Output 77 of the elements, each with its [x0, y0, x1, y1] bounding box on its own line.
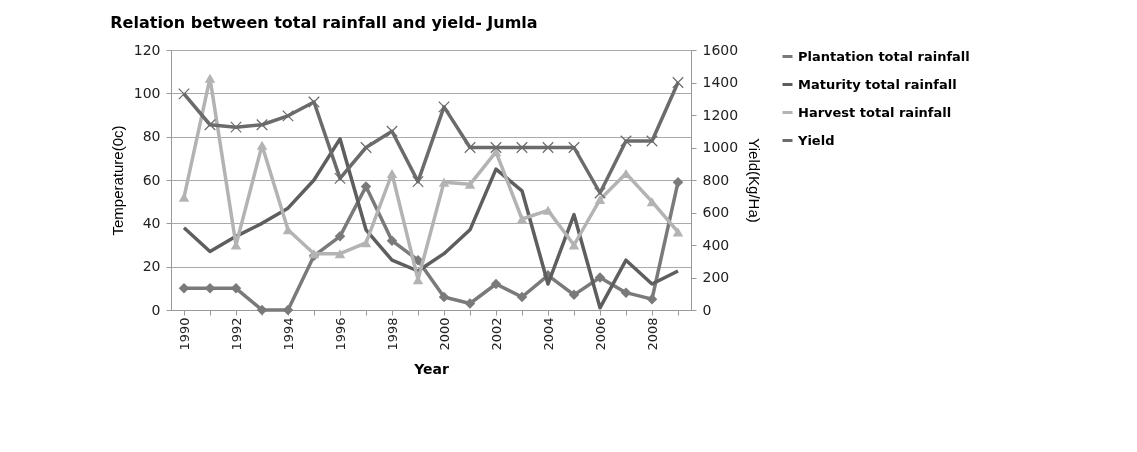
legend-label: Yield: [797, 132, 835, 148]
point: [646, 293, 658, 305]
point: [620, 287, 632, 298]
y-tick-label: 100: [133, 84, 161, 101]
point: [516, 291, 528, 303]
x-tick-label: 1994: [280, 317, 296, 351]
point: [178, 88, 190, 100]
point: [334, 249, 346, 259]
legend-label: Plantation total rainfall: [798, 48, 970, 64]
y-tick-label: 0: [151, 301, 161, 318]
point: [542, 141, 554, 154]
y2-tick-label: 200: [702, 269, 730, 285]
point: [282, 109, 294, 122]
point: [568, 240, 580, 250]
y2-tick-label: 400: [702, 236, 730, 253]
y2-axis-title: Yield(Kg/Ha): [746, 138, 764, 223]
x-tick-label: 2006: [592, 317, 608, 351]
y-axis-title: Temperature(0c): [108, 125, 126, 236]
line-series: [182, 137, 680, 310]
x-tick-label: 1990: [176, 317, 192, 351]
chart-title: Relation between total rainfall and yield- Jumla: [110, 13, 538, 32]
y2-tick-label: 1200: [702, 106, 739, 123]
y2-tick-label: 1600: [702, 41, 739, 58]
y-tick-label: 60: [142, 171, 161, 188]
x-tick-label: 1998: [384, 317, 400, 351]
y-tick-label: 120: [133, 41, 161, 58]
x-tick-label: 1992: [228, 317, 244, 351]
point: [204, 118, 216, 131]
y-tick-label: 40: [142, 214, 161, 231]
point: [620, 135, 632, 147]
point: [646, 135, 658, 147]
point: [386, 235, 398, 246]
y2-tick-label: 0: [702, 301, 712, 318]
point: [308, 96, 320, 108]
legend-label: Harvest total rainfall: [798, 104, 952, 120]
y-tick-label: 80: [142, 128, 161, 145]
point: [360, 181, 372, 192]
point: [490, 141, 502, 154]
point: [594, 194, 606, 205]
legend-label: Maturity total rainfall: [798, 76, 957, 92]
point: [516, 214, 528, 224]
x-axis-title: Year: [413, 360, 449, 377]
point: [568, 289, 580, 301]
point: [256, 118, 268, 131]
point: [360, 141, 372, 154]
x-tick-label: 2000: [436, 317, 452, 351]
point: [438, 101, 450, 113]
x-tick-label: 2004: [540, 317, 556, 351]
x-tick-label: 2008: [644, 317, 660, 351]
point: [594, 272, 606, 283]
point: [230, 121, 242, 134]
point: [204, 73, 216, 83]
point: [516, 141, 528, 154]
y2-tick-label: 1400: [702, 74, 739, 90]
point: [386, 125, 398, 138]
y2-tick-label: 600: [702, 204, 730, 220]
point: [464, 141, 476, 154]
y2-tick-label: 800: [702, 171, 730, 188]
point: [542, 205, 554, 215]
point: [672, 176, 684, 188]
x-tick-label: 1996: [332, 317, 348, 351]
point: [334, 231, 346, 242]
point: [490, 278, 502, 290]
point: [438, 177, 450, 187]
point: [594, 187, 606, 199]
y-tick-label: 20: [142, 258, 161, 275]
point: [256, 140, 268, 150]
point: [672, 227, 684, 237]
point: [464, 298, 476, 309]
point: [568, 141, 580, 154]
point: [438, 291, 450, 303]
x-tick-label: 2002: [488, 317, 504, 351]
point: [386, 168, 398, 179]
point: [412, 175, 424, 188]
point: [672, 76, 684, 89]
y2-tick-label: 1000: [702, 139, 739, 155]
point: [360, 238, 372, 248]
